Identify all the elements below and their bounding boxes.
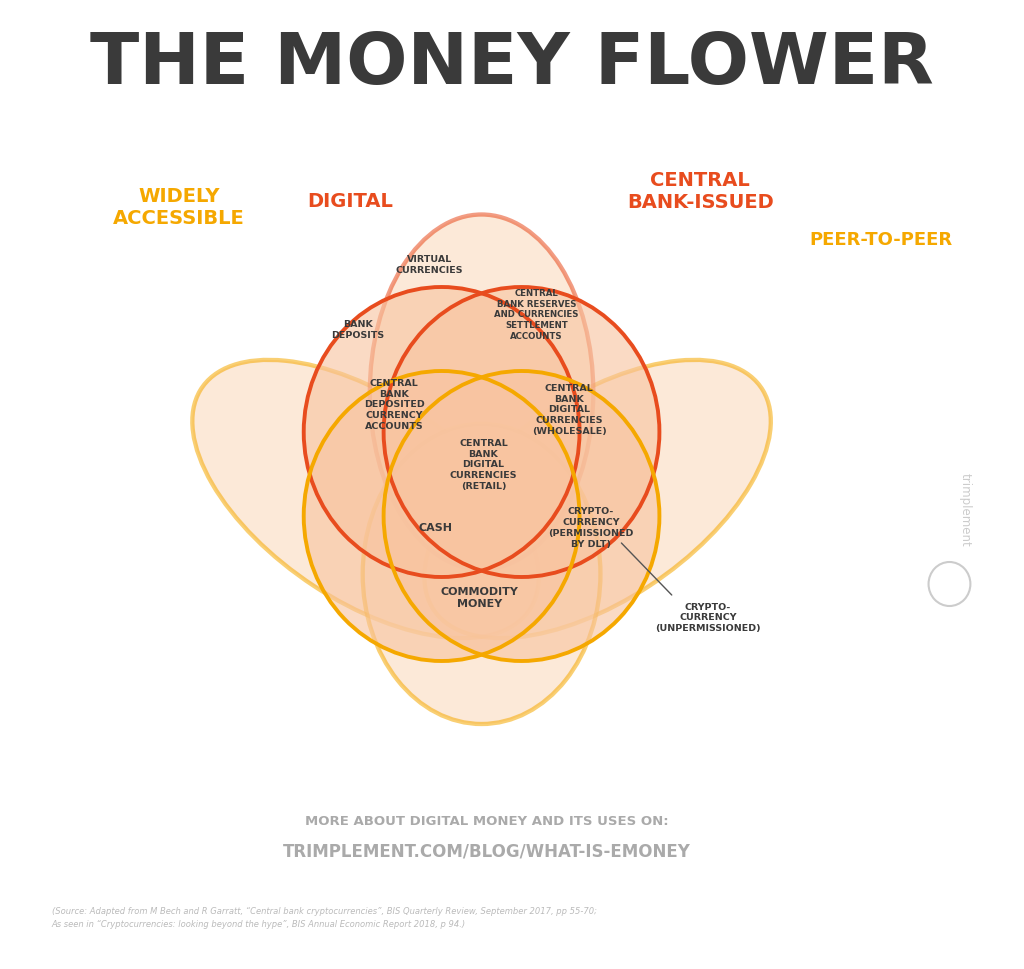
Text: PEER-TO-PEER: PEER-TO-PEER [809, 231, 952, 249]
Text: CENTRAL
BANK
DIGITAL
CURRENCIES
(WHOLESALE): CENTRAL BANK DIGITAL CURRENCIES (WHOLESA… [531, 384, 606, 435]
Circle shape [304, 288, 580, 578]
Text: BANK
DEPOSITS: BANK DEPOSITS [332, 320, 384, 339]
Text: CENTRAL
BANK-ISSUED: CENTRAL BANK-ISSUED [627, 172, 774, 212]
Text: CENTRAL
BANK
DIGITAL
CURRENCIES
(RETAIL): CENTRAL BANK DIGITAL CURRENCIES (RETAIL) [450, 439, 517, 490]
Text: CRYPTO-
CURRENCY
(UNPERMISSIONED): CRYPTO- CURRENCY (UNPERMISSIONED) [655, 602, 761, 633]
Ellipse shape [370, 215, 593, 570]
Text: COMMODITY
MONEY: COMMODITY MONEY [440, 586, 518, 609]
Circle shape [384, 372, 659, 661]
Text: VIRTUAL
CURRENCIES: VIRTUAL CURRENCIES [395, 255, 463, 274]
Text: CENTRAL
BANK RESERVES
AND CURRENCIES
SETTLEMENT
ACCOUNTS: CENTRAL BANK RESERVES AND CURRENCIES SET… [495, 289, 579, 341]
Text: DIGITAL: DIGITAL [307, 192, 393, 211]
Text: CRYPTO-
CURRENCY
(PERMISSIONED
BY DLT): CRYPTO- CURRENCY (PERMISSIONED BY DLT) [548, 507, 634, 548]
Text: trimplement: trimplement [958, 473, 971, 547]
Text: THE MONEY FLOWER: THE MONEY FLOWER [90, 30, 934, 100]
Ellipse shape [424, 360, 771, 639]
Text: CASH: CASH [419, 522, 453, 532]
Text: MORE ABOUT DIGITAL MONEY AND ITS USES ON:: MORE ABOUT DIGITAL MONEY AND ITS USES ON… [304, 815, 668, 828]
Circle shape [384, 288, 659, 578]
Ellipse shape [362, 424, 600, 724]
Circle shape [304, 372, 580, 661]
Ellipse shape [193, 360, 539, 639]
Text: TRIMPLEMENT.COM/BLOG/WHAT-IS-EMONEY: TRIMPLEMENT.COM/BLOG/WHAT-IS-EMONEY [283, 842, 690, 860]
Text: (Source: Adapted from M Bech and R Garratt, “Central bank cryptocurrencies”, BIS: (Source: Adapted from M Bech and R Garra… [51, 906, 597, 927]
Text: CENTRAL
BANK
DEPOSITED
CURRENCY
ACCOUNTS: CENTRAL BANK DEPOSITED CURRENCY ACCOUNTS [364, 379, 424, 430]
Text: WIDELY
ACCESSIBLE: WIDELY ACCESSIBLE [114, 187, 245, 229]
